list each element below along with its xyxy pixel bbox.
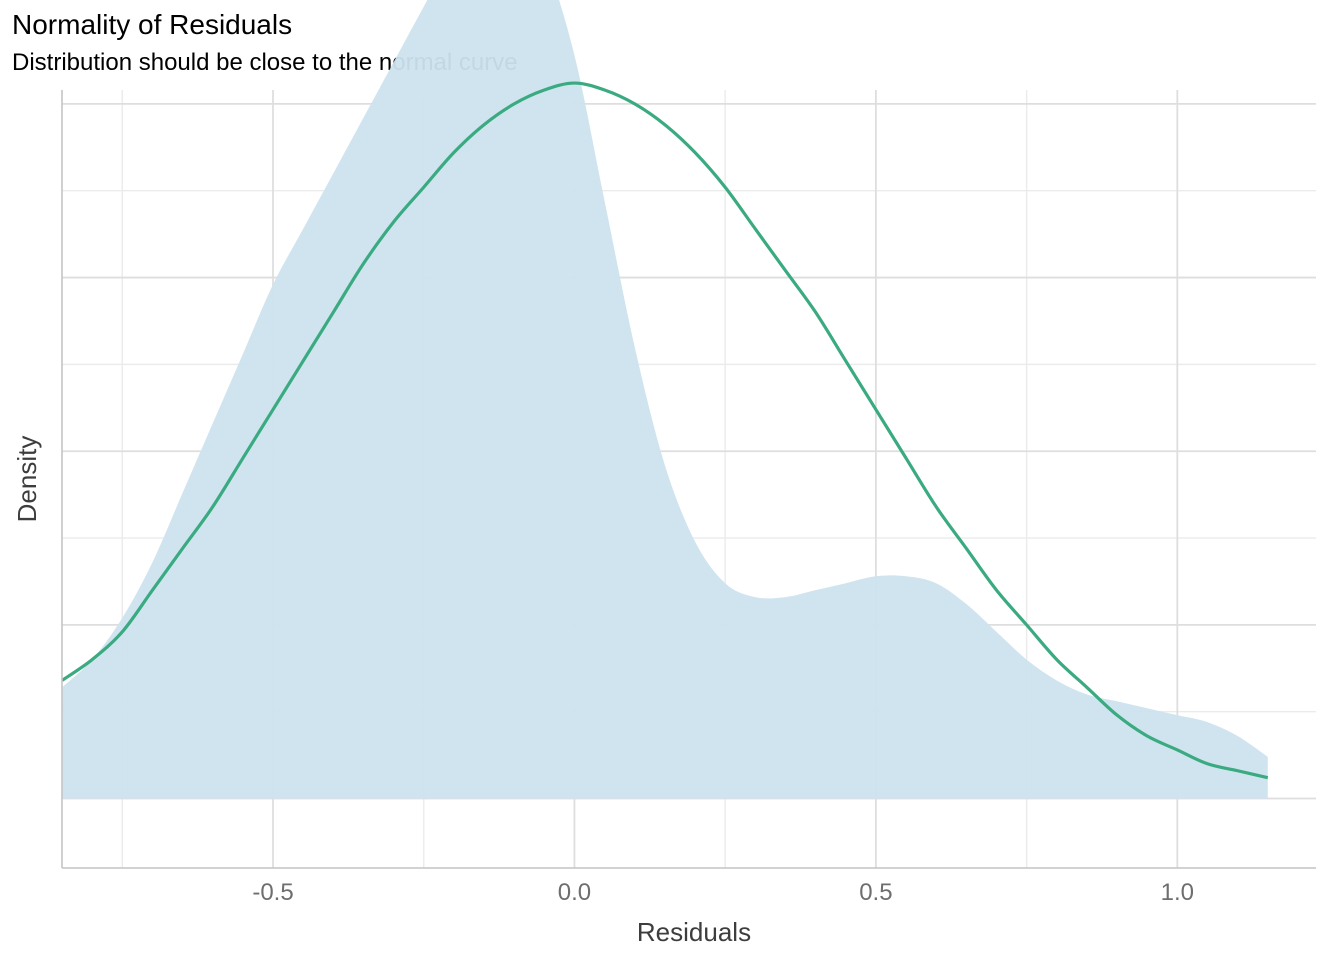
x-tick-label: 0.0: [558, 879, 591, 906]
density-area: [62, 0, 1268, 799]
y-axis-title: Density: [12, 436, 42, 523]
x-tick-label: 1.0: [1161, 879, 1194, 906]
x-axis-title: Residuals: [637, 917, 751, 947]
x-tick-label: -0.5: [252, 879, 293, 906]
chart-title: Normality of Residuals: [12, 9, 293, 40]
x-tick-label: 0.5: [859, 879, 892, 906]
normal-curve-line: [61, 81, 1269, 780]
axes-layer: [61, 90, 1316, 869]
x-tick-labels: -0.5 0.0 0.5 1.0: [252, 879, 1194, 906]
series-layer: [61, 0, 1269, 799]
